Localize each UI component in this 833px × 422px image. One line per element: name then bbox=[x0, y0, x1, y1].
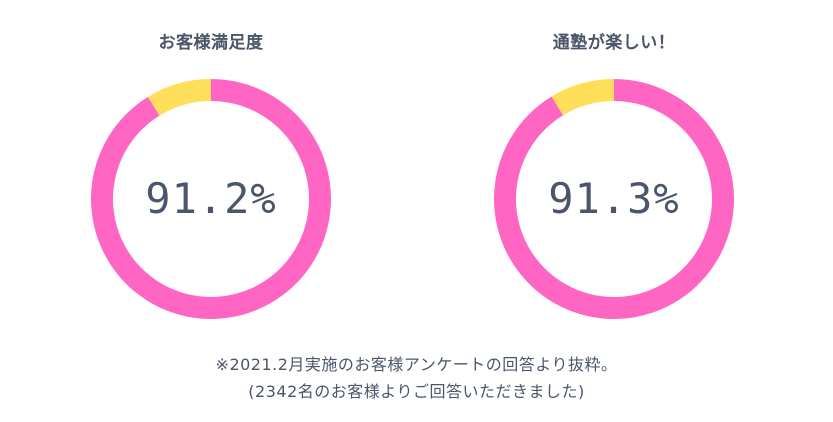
donut-svg bbox=[91, 79, 331, 319]
enjoyment-chart: 通塾が楽しい！ 91.3% bbox=[494, 0, 734, 330]
satisfaction-chart: お客様満足度 91.2% bbox=[91, 0, 331, 330]
donut-svg bbox=[494, 79, 734, 319]
donut-chart bbox=[91, 79, 331, 319]
slice-other bbox=[147, 79, 211, 116]
survey-respondents-note: (2342名のお客様よりご回答いただきました) bbox=[248, 382, 585, 401]
donut-chart bbox=[494, 79, 734, 319]
chart-title: 通塾が楽しい！ bbox=[552, 33, 676, 53]
chart-title: お客様満足度 bbox=[158, 33, 264, 53]
slice-other bbox=[551, 79, 614, 116]
center-value: 91.3% bbox=[548, 174, 680, 223]
center-value: 91.2% bbox=[145, 174, 277, 223]
survey-footnote: ※2021.2月実施のお客様アンケートの回答より抜粋。 bbox=[215, 355, 618, 374]
